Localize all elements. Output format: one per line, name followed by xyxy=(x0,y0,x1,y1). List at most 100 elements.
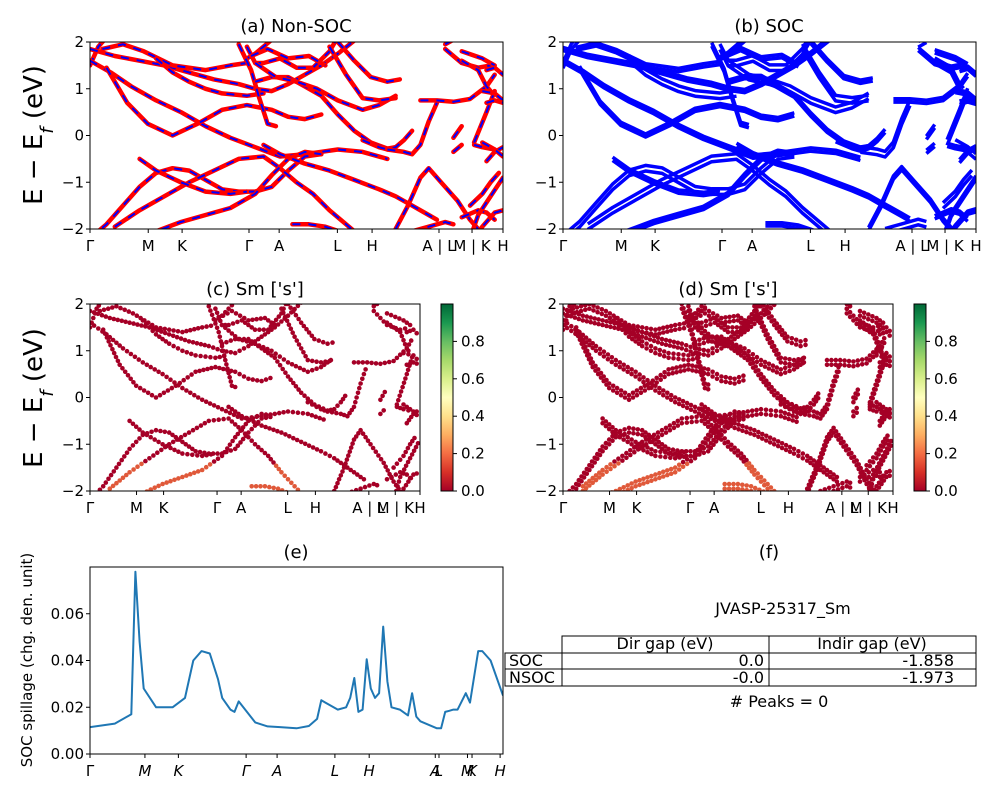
nonsoc-band-dash xyxy=(237,43,277,128)
projection-point xyxy=(232,446,238,452)
projection-point xyxy=(183,442,188,447)
projection-point xyxy=(590,480,595,486)
projection-point xyxy=(658,377,663,383)
projection-point xyxy=(229,419,235,424)
projection-point xyxy=(168,478,173,484)
projection-point xyxy=(761,328,767,334)
nonsoc-band-dash xyxy=(105,67,322,137)
projection-point xyxy=(333,484,339,490)
projection-point xyxy=(732,420,737,426)
projection-point xyxy=(731,314,737,319)
projection-point xyxy=(567,493,572,498)
projection-point xyxy=(620,327,625,333)
projection-point xyxy=(653,477,658,482)
projection-point xyxy=(621,485,626,490)
projection-point xyxy=(730,325,735,330)
projection-point xyxy=(723,374,729,380)
projection-point xyxy=(762,364,768,369)
soc-band xyxy=(574,155,795,229)
projection-point xyxy=(648,331,654,336)
x-tick-label: Γ xyxy=(213,499,222,517)
soc-band xyxy=(950,207,976,229)
projection-point xyxy=(732,425,737,431)
projection-point xyxy=(134,313,140,319)
projection-point xyxy=(629,371,634,377)
projection-point xyxy=(620,458,625,463)
projection-point xyxy=(886,447,892,452)
projection-point xyxy=(190,446,195,452)
projection-point xyxy=(698,308,703,314)
projection-point xyxy=(846,363,852,369)
projection-point xyxy=(663,444,668,449)
x-tick-label: A | L xyxy=(895,237,929,255)
projection-point xyxy=(354,395,359,400)
projection-point xyxy=(847,480,853,486)
projection-point xyxy=(330,340,335,345)
soc-band xyxy=(563,60,861,163)
projection-point xyxy=(253,484,259,489)
projection-point xyxy=(97,308,103,314)
projection-point xyxy=(688,458,694,464)
projection-point xyxy=(130,311,136,316)
projection-point xyxy=(756,434,761,440)
x-tick-label: M | K xyxy=(926,237,965,255)
projection-point xyxy=(681,310,686,316)
projection-point xyxy=(229,308,235,314)
table-cell-nsoc-dir: -0.0 xyxy=(733,668,764,687)
projection-point xyxy=(371,304,377,309)
projection-point xyxy=(862,472,867,477)
projection-point xyxy=(744,487,749,491)
projection-point xyxy=(296,342,302,347)
projection-point xyxy=(252,327,258,333)
projection-point xyxy=(824,357,830,363)
projection-point xyxy=(268,413,273,418)
panel-e-title: (e) xyxy=(283,542,308,563)
projection-point xyxy=(872,336,878,341)
projection-point xyxy=(688,402,694,408)
projection-point xyxy=(887,406,892,412)
projection-point xyxy=(305,369,311,375)
projection-point xyxy=(378,397,383,403)
projection-point xyxy=(113,354,119,360)
projection-point xyxy=(755,475,760,481)
projection-point xyxy=(602,493,607,498)
projection-point xyxy=(587,304,592,307)
projection-point xyxy=(576,316,582,322)
projection-point xyxy=(564,325,570,331)
projection-point xyxy=(874,469,880,475)
projection-point xyxy=(283,432,288,437)
projection-point xyxy=(314,404,319,410)
table-cell-soc-dir: 0.0 xyxy=(739,651,764,670)
projection-point xyxy=(172,447,177,453)
projection-point xyxy=(170,432,175,438)
projection-point xyxy=(288,326,294,332)
projection-point xyxy=(397,316,402,321)
projection-point xyxy=(626,397,632,403)
projection-point xyxy=(625,487,630,491)
soc-band xyxy=(933,56,965,90)
projection-point xyxy=(697,337,702,343)
projection-point xyxy=(874,399,879,405)
projection-point xyxy=(394,355,400,361)
soc-band xyxy=(575,42,721,71)
projection-point xyxy=(617,486,623,491)
projection-point xyxy=(114,304,119,309)
projection-point xyxy=(692,409,698,414)
projection-point xyxy=(223,325,228,331)
projection-point xyxy=(771,322,777,328)
soc-band xyxy=(627,59,737,101)
projection-point xyxy=(677,455,682,460)
projection-point xyxy=(841,444,846,449)
projection-point xyxy=(688,454,694,459)
panel-e-ylabel: SOC spillage (chg. den. unit) xyxy=(18,553,36,768)
x-tick-label: Γ xyxy=(559,499,568,517)
projection-point xyxy=(713,335,718,341)
projection-point xyxy=(405,445,411,451)
panel-c-title: (c) Sm ['s'] xyxy=(206,279,304,300)
projection-point xyxy=(728,419,733,424)
projection-point xyxy=(725,339,731,344)
nonsoc-band-dash xyxy=(472,177,503,229)
projection-point xyxy=(771,442,777,447)
projection-point xyxy=(404,404,410,410)
soc-band xyxy=(586,151,831,229)
